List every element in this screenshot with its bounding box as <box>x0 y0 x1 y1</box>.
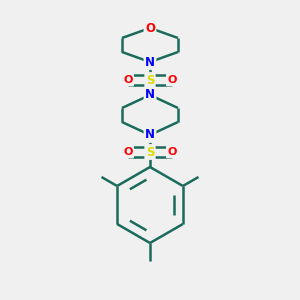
Text: O: O <box>167 147 177 157</box>
Text: O: O <box>145 22 155 34</box>
Text: N: N <box>145 56 155 68</box>
Text: N: N <box>145 128 155 142</box>
Text: O: O <box>123 147 133 157</box>
Text: S: S <box>146 146 154 158</box>
Text: N: N <box>145 88 155 101</box>
Text: O: O <box>167 75 177 85</box>
Text: O: O <box>123 75 133 85</box>
Text: S: S <box>146 74 154 86</box>
